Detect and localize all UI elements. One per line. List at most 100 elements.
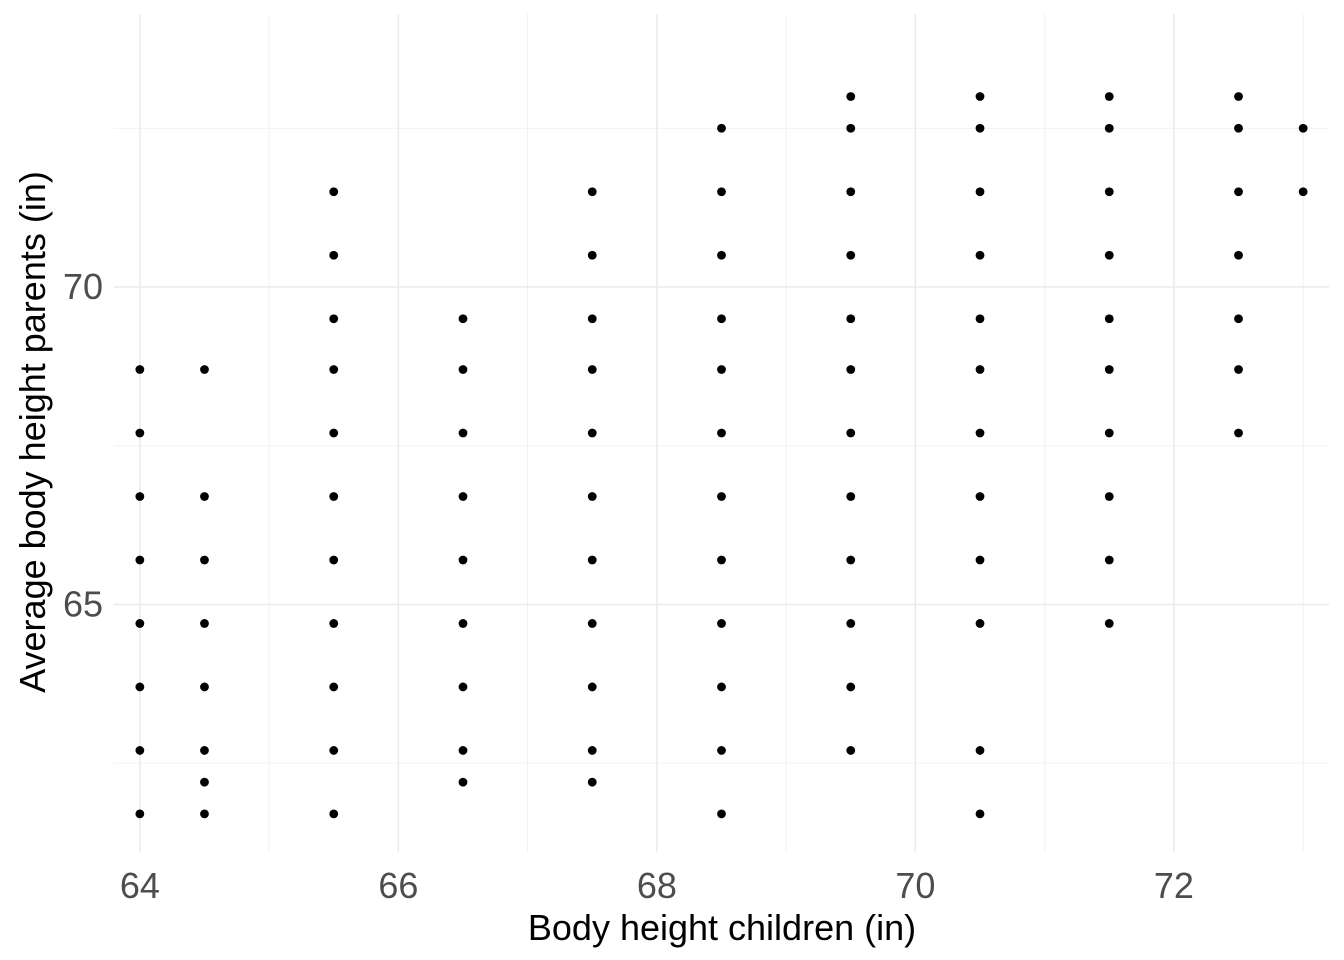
data-point: [200, 365, 209, 374]
data-point: [717, 123, 726, 133]
x-axis-title: Body height children (in): [528, 907, 916, 948]
data-point: [329, 682, 339, 692]
data-point: [717, 682, 726, 692]
data-point: [975, 492, 985, 501]
data-point: [1234, 428, 1243, 438]
data-point: [329, 428, 339, 438]
data-point: [587, 619, 597, 628]
x-axis-ticks: 64 66 68 70 72: [120, 865, 1194, 906]
data-point: [200, 619, 209, 628]
data-point: [329, 555, 339, 565]
data-point: [1104, 250, 1114, 260]
data-point: [587, 555, 597, 565]
data-point: [587, 365, 597, 374]
data-point: [329, 746, 339, 755]
data-point: [975, 250, 985, 260]
data-point: [975, 619, 985, 628]
data-point: [200, 682, 209, 692]
data-point: [846, 619, 856, 628]
data-point: [975, 92, 985, 101]
data-point: [587, 777, 597, 787]
data-point: [1298, 187, 1308, 197]
data-point: [587, 492, 597, 501]
data-point: [717, 314, 726, 324]
data-point: [1234, 92, 1243, 101]
data-point: [587, 250, 597, 260]
x-tick-label: 66: [378, 865, 418, 906]
data-point: [329, 365, 339, 374]
data-point: [458, 428, 468, 438]
data-point: [587, 187, 597, 197]
data-point: [846, 492, 856, 501]
data-point: [975, 365, 985, 374]
data-point: [717, 365, 726, 374]
data-point: [329, 809, 339, 819]
data-point: [329, 492, 339, 501]
data-point: [975, 187, 985, 197]
data-point: [846, 250, 856, 260]
data-point: [975, 428, 985, 438]
data-point: [458, 314, 468, 324]
data-point: [200, 809, 209, 819]
data-point: [200, 555, 209, 565]
data-point: [846, 92, 856, 101]
data-point: [975, 314, 985, 324]
data-point: [846, 555, 856, 565]
data-point: [975, 123, 985, 133]
data-point: [135, 555, 145, 565]
data-point: [135, 365, 145, 374]
data-point: [975, 555, 985, 565]
data-point: [458, 492, 468, 501]
data-point: [1104, 619, 1114, 628]
data-point: [1104, 428, 1114, 438]
data-point: [1234, 250, 1243, 260]
data-point: [329, 250, 339, 260]
data-point: [135, 746, 145, 755]
y-tick-label: 65: [63, 583, 103, 624]
data-point: [458, 746, 468, 755]
data-point: [717, 250, 726, 260]
data-point: [1234, 123, 1243, 133]
data-point: [135, 809, 145, 819]
data-point: [587, 428, 597, 438]
data-point: [846, 682, 856, 692]
x-tick-label: 64: [120, 865, 160, 906]
x-tick-label: 68: [637, 865, 677, 906]
data-point: [1104, 187, 1114, 197]
data-point: [1104, 365, 1114, 374]
data-point: [135, 682, 145, 692]
data-point: [587, 314, 597, 324]
data-point: [458, 682, 468, 692]
data-point: [1104, 492, 1114, 501]
data-point: [1234, 314, 1243, 324]
x-tick-label: 72: [1154, 865, 1194, 906]
data-point: [329, 619, 339, 628]
data-point: [1104, 555, 1114, 565]
data-point: [200, 777, 209, 787]
data-point: [1298, 123, 1308, 133]
data-point: [846, 428, 856, 438]
data-point: [587, 746, 597, 755]
data-point: [458, 555, 468, 565]
y-axis-ticks: 65 70: [63, 266, 103, 624]
data-points: [135, 92, 1308, 819]
data-point: [717, 492, 726, 501]
data-point: [975, 746, 985, 755]
data-point: [717, 809, 726, 819]
data-point: [329, 314, 339, 324]
data-point: [458, 777, 468, 787]
data-point: [846, 187, 856, 197]
data-point: [329, 187, 339, 197]
data-point: [846, 746, 856, 755]
data-point: [135, 492, 145, 501]
data-point: [717, 555, 726, 565]
data-point: [846, 365, 856, 374]
plot-panel: [114, 14, 1329, 852]
grid-lines: [114, 14, 1329, 852]
x-tick-label: 70: [895, 865, 935, 906]
data-point: [717, 187, 726, 197]
data-point: [717, 746, 726, 755]
data-point: [975, 809, 985, 819]
